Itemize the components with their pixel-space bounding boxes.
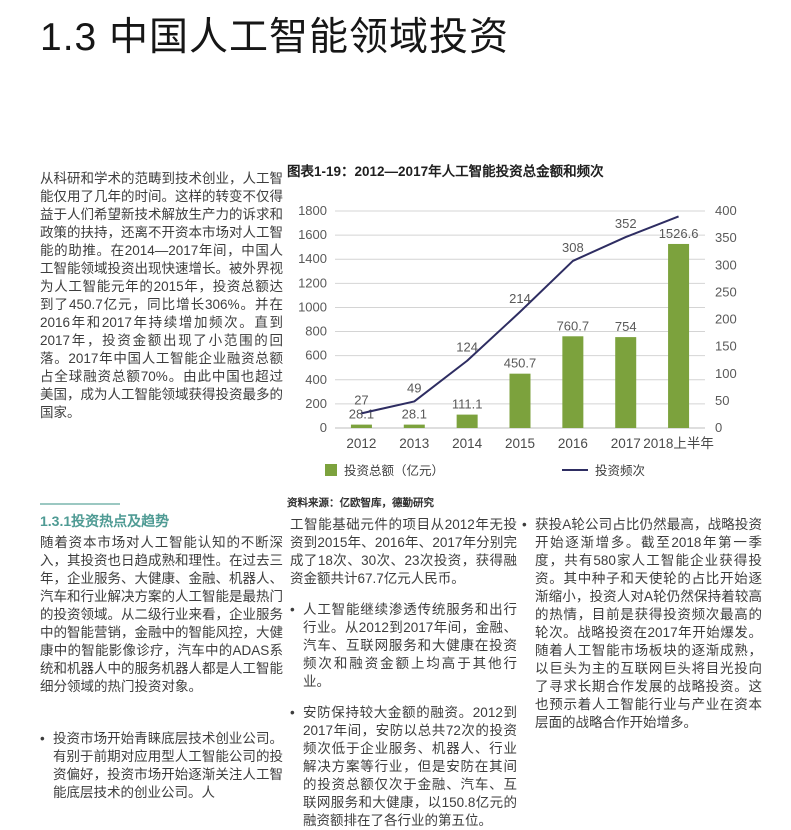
bullet-marker: • [290, 705, 295, 720]
line-value-label: 27 [354, 392, 368, 407]
right-axis-tick-label: 300 [715, 257, 737, 272]
right-axis-tick-label: 50 [715, 393, 729, 408]
legend-bar-label: 投资总额（亿元） [344, 464, 445, 478]
x-axis-label: 2015 [505, 436, 535, 451]
chart-source: 资料来源：亿欧智库，德勤研究 [287, 497, 434, 509]
left-axis-tick-label: 800 [305, 324, 327, 339]
right-axis-tick-label: 100 [715, 366, 737, 381]
list-item: • 投资市场开始青睐底层技术创业公司。有别于前期对应用型人工智能公司的投资偏好，… [40, 730, 283, 802]
intro-column: 从科研和学术的范畴到技术创业，人工智能仅用了几年的时间。这样的转变不仅得益于人们… [40, 170, 283, 422]
bar [509, 373, 531, 428]
bullet-text: 人工智能继续渗透传统服务和出行行业。从2012到2017年间，金融、汽车、互联网… [303, 602, 517, 689]
left-axis-tick-label: 400 [305, 372, 327, 387]
left-axis-tick-label: 1400 [298, 251, 327, 266]
section-column-1: 1.3.1投资热点及趋势 随着资本市场对人工智能认知的不断深入，其投资也日趋成熟… [40, 503, 283, 802]
section-column-2: 工智能基础元件的项目从2012年无投资到2015年、2016年、2017年分别完… [290, 516, 517, 830]
bar [615, 337, 637, 428]
right-axis-tick-label: 200 [715, 312, 737, 327]
bullet-marker: • [522, 517, 527, 532]
list-item: • 人工智能继续渗透传统服务和出行行业。从2012到2017年间，金融、汽车、互… [290, 601, 517, 691]
x-axis-label: 2016 [558, 436, 588, 451]
left-axis-tick-label: 1600 [298, 227, 327, 242]
intro-paragraph: 从科研和学术的范畴到技术创业，人工智能仅用了几年的时间。这样的转变不仅得益于人们… [40, 171, 283, 420]
left-axis-tick-label: 1200 [298, 275, 327, 290]
bullet-text: 获投A轮公司占比仍然最高，战略投资开始逐渐增多。截至2018年第一季度，共有58… [535, 517, 762, 730]
legend-item-line: 投资频次 [562, 460, 645, 479]
bullet-marker: • [40, 731, 45, 746]
line-value-label: 352 [615, 216, 637, 231]
bullet-text: 投资市场开始青睐底层技术创业公司。有别于前期对应用型人工智能公司的投资偏好，投资… [53, 731, 283, 800]
bar [403, 424, 425, 428]
bar [456, 414, 478, 428]
x-axis-label: 2012 [346, 436, 376, 451]
frequency-line [361, 215, 679, 415]
right-axis-tick-label: 250 [715, 284, 737, 299]
bullet-marker: • [290, 602, 295, 617]
right-axis-tick-label: 150 [715, 339, 737, 354]
left-axis-tick-label: 0 [320, 420, 327, 435]
bullet-text: 安防保持较大金额的融资。2012到2017年间，安防以总共72次的投资频次低于企… [303, 705, 517, 828]
bar-value-label: 450.7 [504, 356, 537, 371]
bar-value-label: 760.7 [557, 318, 590, 333]
x-axis-label: 2013 [399, 436, 429, 451]
investment-chart: 图表1-19：2012—2017年人工智能投资总金额和频次 0 200 400 600… [287, 160, 783, 510]
list-item: • 安防保持较大金额的融资。2012到2017年间，安防以总共72次的投资频次低… [290, 704, 517, 830]
section-heading: 1.3.1投资热点及趋势 [40, 513, 170, 529]
bar-value-label: 28.1 [349, 407, 374, 422]
line-swatch-icon [562, 468, 589, 471]
left-axis-tick-label: 600 [305, 348, 327, 363]
list-item: • 获投A轮公司占比仍然最高，战略投资开始逐渐增多。截至2018年第一季度，共有… [522, 516, 762, 732]
right-axis-tick-label: 0 [715, 420, 722, 435]
bar-value-label: 1526.6 [659, 226, 699, 241]
bar-value-label: 754 [615, 319, 637, 334]
bar-swatch-icon [325, 463, 337, 476]
x-axis-label: 2017 [611, 436, 641, 451]
x-axis-label: 2018上半年 [643, 436, 714, 451]
legend-line-label: 投资频次 [595, 464, 646, 478]
right-axis-tick-label: 400 [715, 203, 737, 218]
section-divider [40, 503, 120, 505]
bar-value-label: 28.1 [402, 407, 427, 422]
line-value-label: 49 [407, 380, 421, 395]
x-axis-label: 2014 [452, 436, 483, 451]
chart-title: 图表1-19：2012—2017年人工智能投资总金额和频次 [287, 164, 604, 179]
investment-chart-svg: 0 200 400 600 800 1000 1200 1400 1600 1800 0 50 100 1… [298, 203, 737, 451]
chart-legend: 投资总额（亿元） 投资频次 [287, 460, 783, 479]
section-column-3: • 获投A轮公司占比仍然最高，战略投资开始逐渐增多。截至2018年第一季度，共有… [522, 516, 762, 732]
bar [668, 243, 690, 428]
bar-value-label: 111.1 [452, 397, 483, 412]
continuation-paragraph: 工智能基础元件的项目从2012年无投资到2015年、2016年、2017年分别完… [290, 517, 517, 586]
left-axis-tick-label: 200 [305, 396, 327, 411]
legend-item-bar: 投资总额（亿元） [325, 460, 444, 479]
bar [562, 336, 584, 428]
page-title: 1.3 中国人工智能领域投资 [40, 16, 510, 59]
section-paragraph: 随着资本市场对人工智能认知的不断深入，其投资也日趋成熟和理性。在过去三年，企业服… [40, 535, 283, 694]
line-value-label: 214 [509, 291, 531, 306]
right-axis-tick-label: 350 [715, 230, 737, 245]
bar [350, 424, 372, 428]
line-value-label: 124 [456, 340, 478, 355]
left-axis-tick-label: 1000 [298, 299, 327, 314]
line-value-label: 308 [562, 240, 584, 255]
left-axis-tick-label: 1800 [298, 203, 327, 218]
